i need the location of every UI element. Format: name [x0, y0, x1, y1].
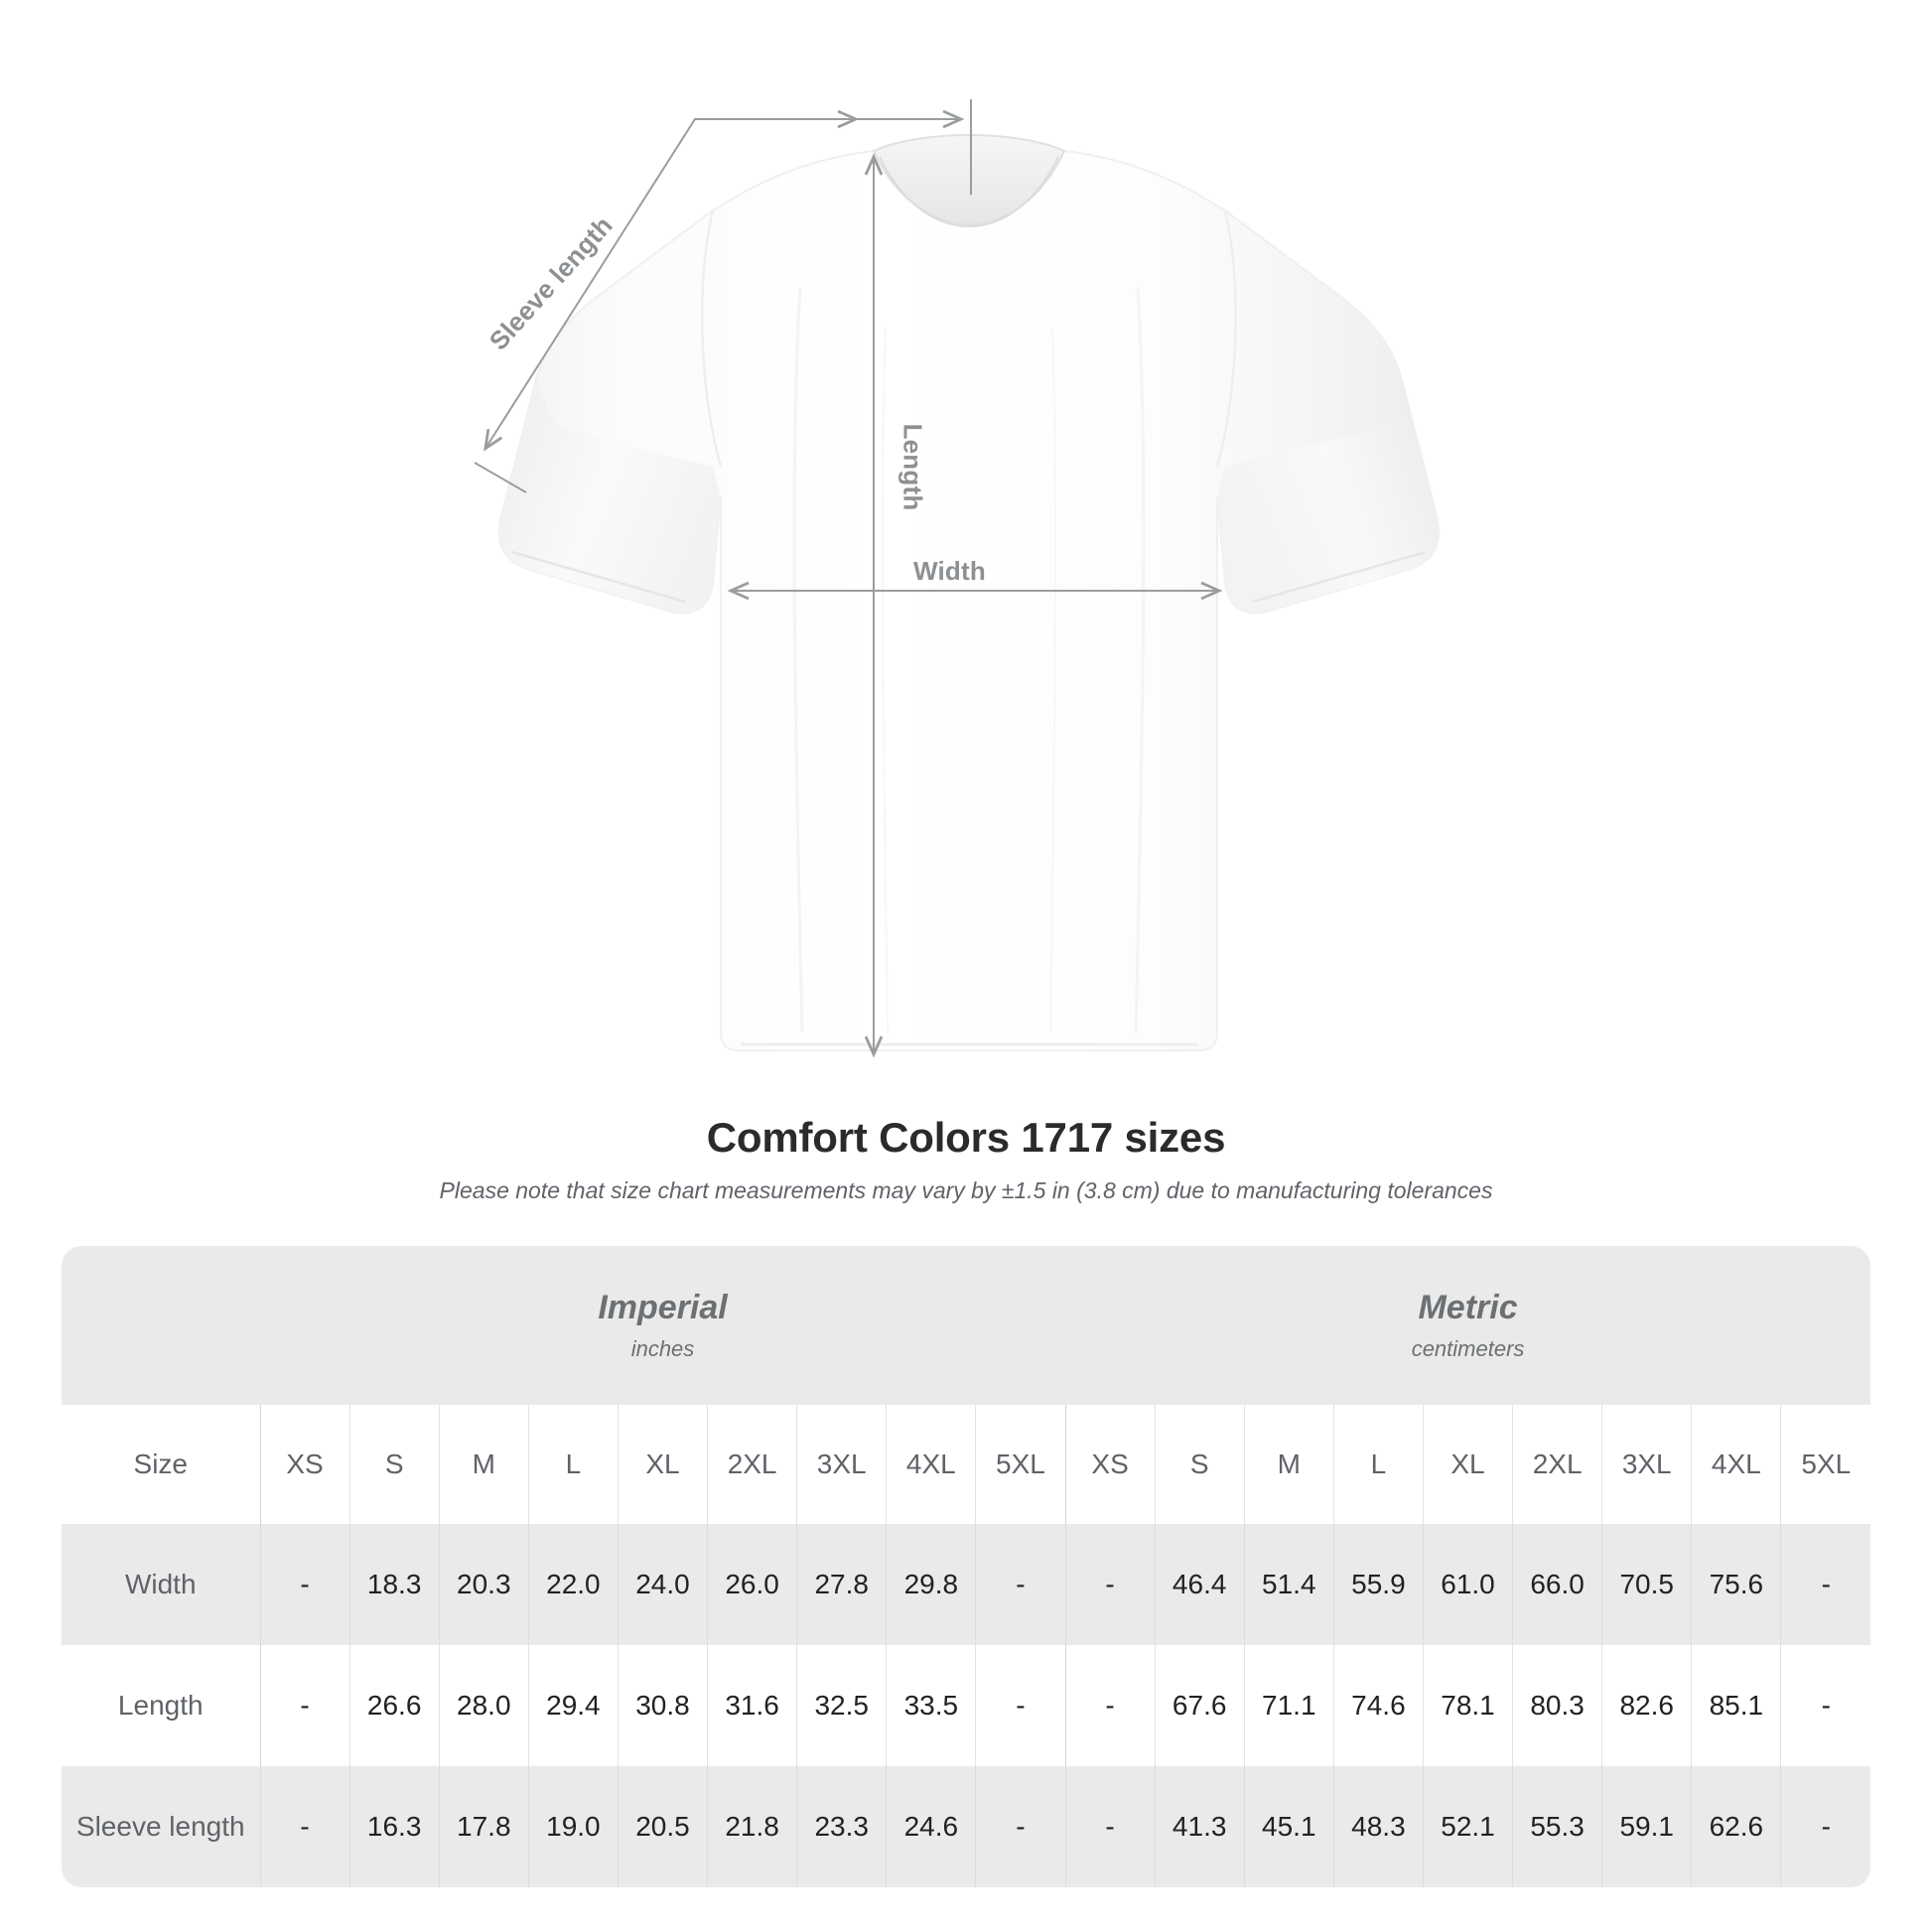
cell-width-metric-4xl: 75.6	[1691, 1524, 1781, 1645]
size-header-metric-3xl: 3XL	[1601, 1405, 1692, 1524]
size-header-metric-l: L	[1332, 1405, 1424, 1524]
cell-length-metric-l: 74.6	[1332, 1645, 1424, 1766]
cell-length-imperial-3xl: 32.5	[796, 1645, 887, 1766]
row-label-sleeve-length: Sleeve length	[62, 1766, 260, 1887]
cell-length-metric-m: 71.1	[1243, 1645, 1334, 1766]
cell-length-metric-5xl: -	[1780, 1645, 1871, 1766]
cell-width-metric-m: 51.4	[1243, 1524, 1334, 1645]
cell-width-metric-l: 55.9	[1332, 1524, 1424, 1645]
cell-sleeve-length-metric-2xl: 55.3	[1512, 1766, 1602, 1887]
unit-group-imperial: Imperial inches	[260, 1246, 1066, 1405]
size-header-metric-m: M	[1243, 1405, 1334, 1524]
size-header-metric-4xl: 4XL	[1691, 1405, 1781, 1524]
cell-length-metric-4xl: 85.1	[1691, 1645, 1781, 1766]
tshirt-diagram: Sleeve length Length Width	[474, 99, 1441, 1058]
cell-sleeve-length-imperial-5xl: -	[975, 1766, 1066, 1887]
cell-width-metric-5xl: -	[1780, 1524, 1871, 1645]
cell-sleeve-length-metric-xs: -	[1064, 1766, 1156, 1887]
unit-group-metric: Metric centimeters	[1065, 1246, 1871, 1405]
cell-sleeve-length-imperial-m: 17.8	[438, 1766, 529, 1887]
size-header-row: Size XS S M L XL 2XL 3XL 4XL 5XL XS S M L XL 2XL 3XL 4XL 5…	[62, 1405, 1871, 1524]
size-header-metric-2xl: 2XL	[1512, 1405, 1602, 1524]
cell-sleeve-length-imperial-xl: 20.5	[617, 1766, 708, 1887]
cell-sleeve-length-imperial-4xl: 24.6	[886, 1766, 976, 1887]
table-corner-label: Size	[62, 1405, 260, 1524]
cell-sleeve-length-metric-xl: 52.1	[1422, 1766, 1513, 1887]
tshirt-illustration	[474, 99, 1441, 1058]
cell-width-imperial-m: 20.3	[438, 1524, 529, 1645]
cell-sleeve-length-metric-s: 41.3	[1154, 1766, 1245, 1887]
cell-width-imperial-s: 18.3	[348, 1524, 440, 1645]
cell-sleeve-length-metric-4xl: 62.6	[1691, 1766, 1781, 1887]
cell-width-metric-xs: -	[1064, 1524, 1156, 1645]
cell-sleeve-length-metric-l: 48.3	[1332, 1766, 1424, 1887]
unit-group-unit: centimeters	[1411, 1335, 1525, 1361]
cell-sleeve-length-imperial-2xl: 21.8	[707, 1766, 797, 1887]
table-row: Sleeve length -16.3 17.8 19.0 20.5 21.8 23.3 24…	[62, 1766, 1871, 1887]
width-label: Width	[913, 556, 986, 586]
cell-width-imperial-xs: -	[259, 1524, 350, 1645]
size-header-metric-xl: XL	[1422, 1405, 1513, 1524]
cell-length-imperial-s: 26.6	[348, 1645, 440, 1766]
unit-group-name: Imperial	[598, 1289, 728, 1327]
size-header-imperial-xl: XL	[617, 1405, 708, 1524]
size-header-imperial-4xl: 4XL	[886, 1405, 976, 1524]
cell-length-imperial-5xl: -	[975, 1645, 1066, 1766]
size-header-imperial-xs: XS	[259, 1405, 350, 1524]
cell-width-metric-3xl: 70.5	[1601, 1524, 1692, 1645]
cell-sleeve-length-imperial-s: 16.3	[348, 1766, 440, 1887]
cell-width-imperial-xl: 24.0	[617, 1524, 708, 1645]
cell-length-imperial-xl: 30.8	[617, 1645, 708, 1766]
table-row: Width -18.3 20.3 22.0 24.0 26.0 27.8 29.8- -46.4…	[62, 1524, 1871, 1645]
cell-length-imperial-4xl: 33.5	[886, 1645, 976, 1766]
cell-length-metric-2xl: 80.3	[1512, 1645, 1602, 1766]
cell-width-metric-2xl: 66.0	[1512, 1524, 1602, 1645]
cell-width-imperial-4xl: 29.8	[886, 1524, 976, 1645]
size-header-imperial-2xl: 2XL	[707, 1405, 797, 1524]
cell-length-imperial-l: 29.4	[527, 1645, 619, 1766]
cell-length-metric-s: 67.6	[1154, 1645, 1245, 1766]
cell-width-imperial-3xl: 27.8	[796, 1524, 887, 1645]
size-header-imperial-5xl: 5XL	[975, 1405, 1066, 1524]
cell-width-metric-s: 46.4	[1154, 1524, 1245, 1645]
length-label: Length	[897, 423, 928, 511]
size-header-imperial-m: M	[438, 1405, 529, 1524]
cell-width-imperial-5xl: -	[975, 1524, 1066, 1645]
size-header-imperial-l: L	[527, 1405, 619, 1524]
sleeve-length-dimension-arrow	[474, 99, 972, 493]
size-header-imperial-s: S	[348, 1405, 440, 1524]
page-subtitle: Please note that size chart measurements…	[439, 1177, 1493, 1203]
cell-sleeve-length-metric-3xl: 59.1	[1601, 1766, 1692, 1887]
page-title: Comfort Colors 1717 sizes	[706, 1114, 1226, 1161]
cell-sleeve-length-metric-5xl: -	[1780, 1766, 1871, 1887]
cell-width-imperial-2xl: 26.0	[707, 1524, 797, 1645]
tshirt-body-shape	[497, 133, 1441, 1051]
row-label-width: Width	[62, 1524, 260, 1645]
cell-sleeve-length-imperial-l: 19.0	[527, 1766, 619, 1887]
cell-length-metric-xs: -	[1064, 1645, 1156, 1766]
cell-length-metric-3xl: 82.6	[1601, 1645, 1692, 1766]
size-header-imperial-3xl: 3XL	[796, 1405, 887, 1524]
cell-width-imperial-l: 22.0	[527, 1524, 619, 1645]
size-header-metric-xs: XS	[1064, 1405, 1156, 1524]
unit-group-unit: inches	[630, 1335, 695, 1361]
table-row: Length -26.6 28.0 29.4 30.8 31.6 32.5 33.5- -67.…	[62, 1645, 1871, 1766]
cell-sleeve-length-imperial-xs: -	[259, 1766, 350, 1887]
cell-length-imperial-m: 28.0	[438, 1645, 529, 1766]
cell-width-metric-xl: 61.0	[1422, 1524, 1513, 1645]
cell-sleeve-length-imperial-3xl: 23.3	[796, 1766, 887, 1887]
cell-length-imperial-2xl: 31.6	[707, 1645, 797, 1766]
cell-length-imperial-xs: -	[259, 1645, 350, 1766]
unit-group-name: Metric	[1418, 1289, 1518, 1327]
cell-length-metric-xl: 78.1	[1422, 1645, 1513, 1766]
size-chart-table-wrapper: Imperial inches Metric centimeters Size XS S M L…	[62, 1246, 1871, 1887]
unit-header-row: Imperial inches Metric centimeters	[62, 1246, 1871, 1405]
row-label-length: Length	[62, 1645, 260, 1766]
title-block: Comfort Colors 1717 sizes Please note th…	[0, 1102, 1932, 1204]
size-chart-table: Imperial inches Metric centimeters Size XS S M L…	[62, 1246, 1871, 1887]
cell-sleeve-length-metric-m: 45.1	[1243, 1766, 1334, 1887]
size-header-metric-s: S	[1154, 1405, 1245, 1524]
unit-header-spacer	[62, 1246, 260, 1405]
size-header-metric-5xl: 5XL	[1780, 1405, 1871, 1524]
